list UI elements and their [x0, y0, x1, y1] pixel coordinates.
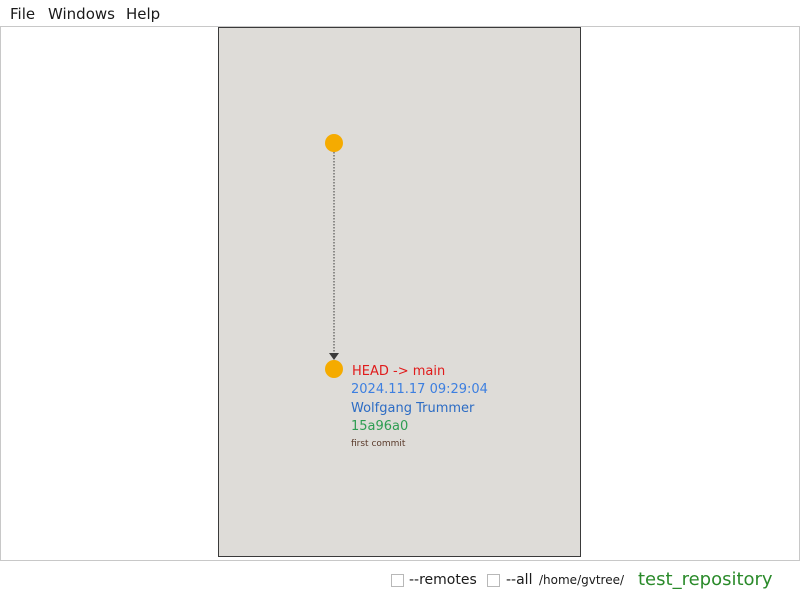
menu-help[interactable]: Help — [126, 5, 161, 23]
commit-author: Wolfgang Trummer — [351, 401, 475, 416]
commit-node-top[interactable] — [325, 134, 343, 152]
all-checkbox[interactable] — [487, 574, 500, 587]
repository-path: /home/gvtree/ — [539, 573, 625, 587]
commit-graph-panel[interactable]: HEAD -> main 2024.11.17 09:29:04 Wolfgan… — [218, 27, 581, 557]
remotes-checkbox[interactable] — [391, 574, 404, 587]
menu-windows[interactable]: Windows — [48, 5, 115, 23]
commit-date: 2024.11.17 09:29:04 — [351, 382, 488, 397]
repository-name: test_repository — [638, 569, 773, 590]
all-label[interactable]: --all — [506, 572, 533, 588]
menu-file[interactable]: File — [10, 5, 36, 23]
commit-hash: 15a96a0 — [351, 419, 409, 434]
edge-arrowhead-icon — [329, 353, 339, 360]
remotes-label[interactable]: --remotes — [409, 572, 477, 588]
commit-graph-canvas — [325, 134, 343, 378]
status-bar: --remotes --all /home/gvtree/ test_repos… — [0, 562, 800, 600]
commit-node-head[interactable] — [325, 360, 343, 378]
commit-message: first commit — [351, 439, 406, 449]
commit-ref-label: HEAD -> main — [352, 364, 446, 379]
menu-bar: File Windows Help — [0, 0, 800, 26]
